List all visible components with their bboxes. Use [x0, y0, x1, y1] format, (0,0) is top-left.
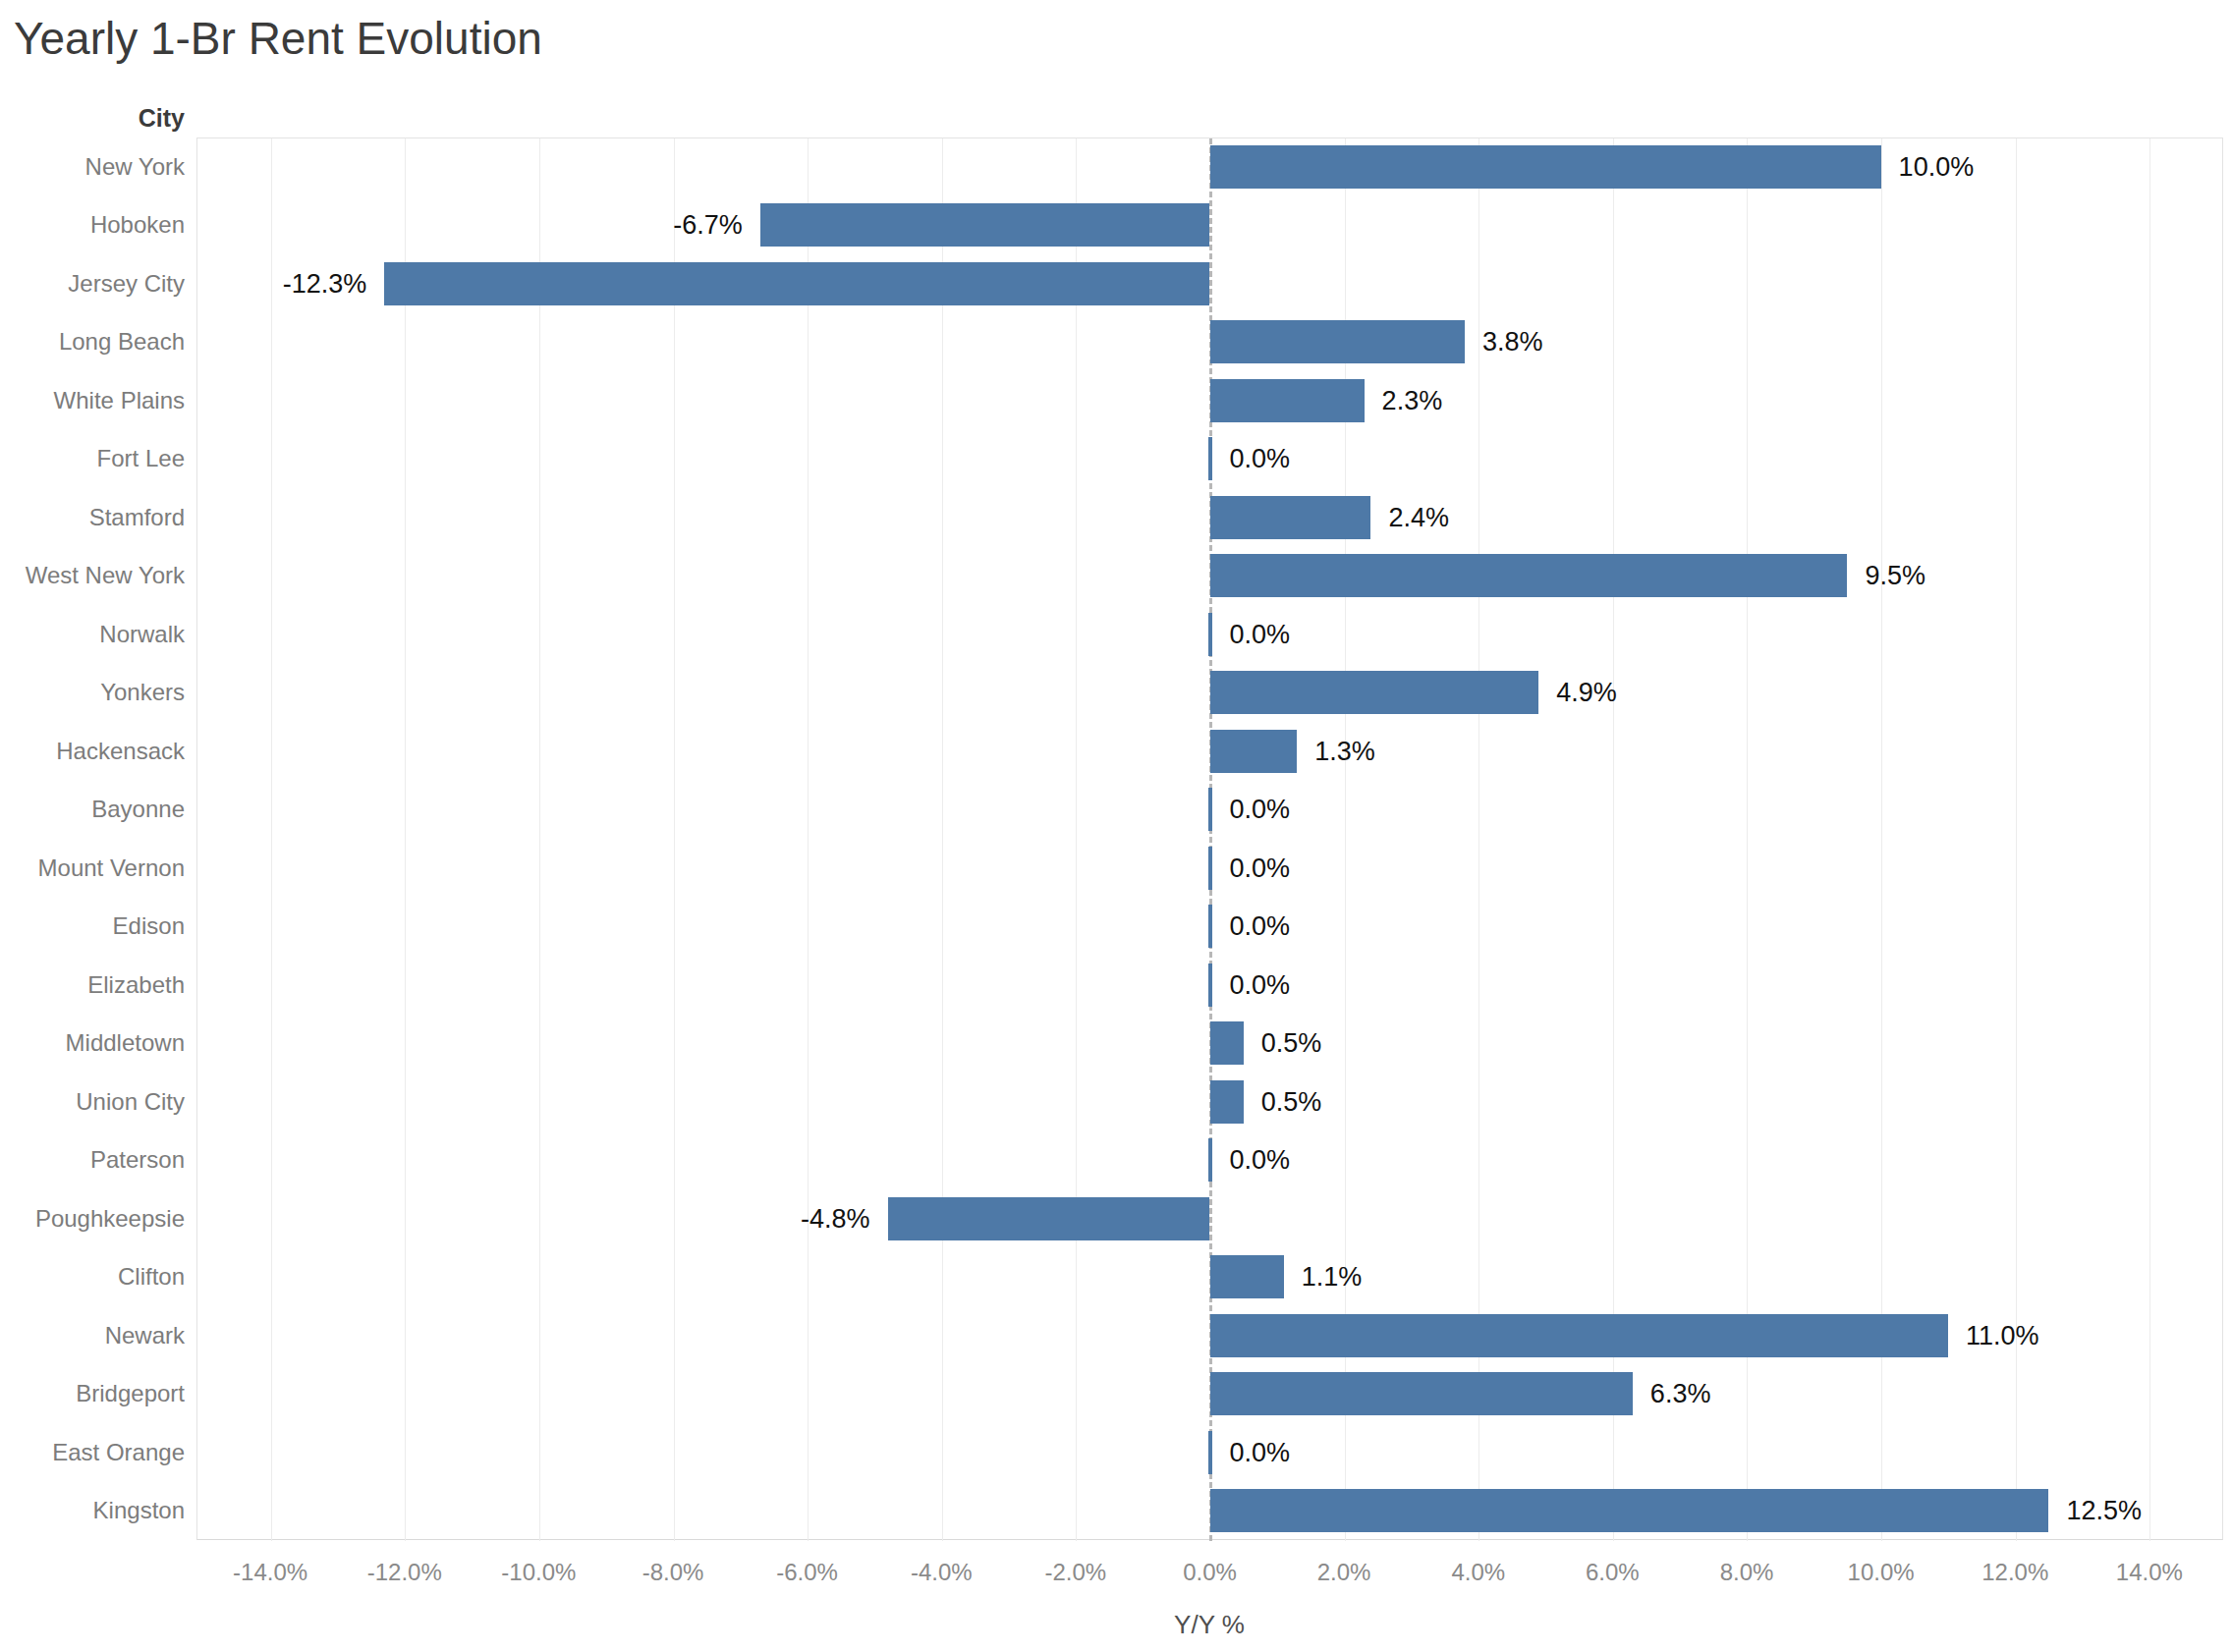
bar[interactable] [1208, 613, 1212, 656]
bar[interactable] [1210, 1021, 1244, 1065]
gridline [405, 138, 406, 1541]
gridline [271, 138, 272, 1541]
chart-title: Yearly 1-Br Rent Evolution [14, 12, 542, 65]
value-label: 0.0% [1230, 442, 1291, 475]
bar[interactable] [1208, 788, 1212, 831]
bar[interactable] [1210, 1489, 2049, 1532]
bar[interactable] [1210, 671, 1539, 714]
bar[interactable] [384, 262, 1209, 305]
category-label: Paterson [0, 1145, 185, 1175]
value-label: 2.4% [1388, 501, 1449, 534]
category-label: Edison [0, 911, 185, 941]
bar[interactable] [1210, 730, 1298, 773]
bar[interactable] [760, 203, 1210, 247]
chart-canvas: Yearly 1-Br Rent Evolution City -14.0%-1… [0, 0, 2232, 1652]
value-label: 10.0% [1899, 150, 1975, 184]
value-label: 6.3% [1650, 1377, 1711, 1410]
value-label: -6.7% [566, 208, 743, 242]
category-label: Yonkers [0, 678, 185, 707]
category-label: Stamford [0, 503, 185, 532]
category-label: Bayonne [0, 795, 185, 824]
value-label: 0.0% [1230, 618, 1291, 651]
bar[interactable] [1210, 320, 1466, 363]
bar[interactable] [1208, 847, 1212, 890]
category-label: West New York [0, 561, 185, 590]
value-label: -4.8% [694, 1202, 870, 1236]
bar[interactable] [1210, 1255, 1284, 1298]
category-label: Jersey City [0, 269, 185, 299]
value-label: 4.9% [1556, 676, 1617, 709]
category-label: Mount Vernon [0, 854, 185, 883]
gridline [539, 138, 540, 1541]
bar[interactable] [1208, 1138, 1212, 1182]
category-label: Union City [0, 1087, 185, 1117]
bar[interactable] [1210, 1080, 1244, 1124]
bar[interactable] [1208, 964, 1212, 1007]
bar[interactable] [1208, 905, 1212, 948]
category-label: Norwalk [0, 620, 185, 649]
bar[interactable] [1208, 437, 1212, 480]
category-label: White Plains [0, 386, 185, 415]
value-label: 0.0% [1230, 909, 1291, 943]
category-label: Bridgeport [0, 1379, 185, 1408]
value-label: 0.0% [1230, 793, 1291, 826]
bar[interactable] [1210, 496, 1371, 539]
category-label: Hackensack [0, 737, 185, 766]
gridline [674, 138, 675, 1541]
value-label: 9.5% [1865, 559, 1925, 592]
bar[interactable] [1210, 1314, 1948, 1357]
gridline [1076, 138, 1077, 1541]
bar[interactable] [1210, 554, 1848, 597]
column-header-city: City [0, 102, 185, 134]
gridline [942, 138, 943, 1541]
bar[interactable] [1208, 1431, 1212, 1474]
value-label: 0.0% [1230, 1143, 1291, 1177]
bar[interactable] [1210, 379, 1365, 422]
bar[interactable] [1210, 1372, 1633, 1415]
category-label: Middletown [0, 1028, 185, 1058]
value-label: 3.8% [1482, 325, 1543, 358]
category-label: Long Beach [0, 327, 185, 357]
x-axis-title: Y/Y % [1062, 1609, 1357, 1640]
category-label: Poughkeepsie [0, 1204, 185, 1234]
value-label: 2.3% [1382, 384, 1443, 417]
x-tick-label: 14.0% [2071, 1558, 2228, 1587]
category-label: Hoboken [0, 210, 185, 240]
value-label: 11.0% [1966, 1319, 2039, 1352]
bar[interactable] [1210, 145, 1881, 189]
category-label: Clifton [0, 1262, 185, 1292]
category-label: New York [0, 152, 185, 182]
value-label: 0.5% [1261, 1085, 1322, 1119]
value-label: 12.5% [2066, 1494, 2142, 1527]
bar[interactable] [888, 1197, 1210, 1240]
category-label: Fort Lee [0, 444, 185, 473]
value-label: 0.0% [1230, 1436, 1291, 1469]
value-label: 0.5% [1261, 1026, 1322, 1060]
value-label: 0.0% [1230, 968, 1291, 1002]
category-label: Newark [0, 1321, 185, 1350]
value-label: -12.3% [190, 267, 366, 301]
value-label: 1.1% [1302, 1260, 1363, 1294]
gridline [808, 138, 809, 1541]
gridline [2149, 138, 2150, 1541]
category-label: Elizabeth [0, 970, 185, 1000]
value-label: 0.0% [1230, 852, 1291, 885]
value-label: 1.3% [1314, 735, 1375, 768]
category-label: Kingston [0, 1496, 185, 1525]
category-label: East Orange [0, 1438, 185, 1467]
